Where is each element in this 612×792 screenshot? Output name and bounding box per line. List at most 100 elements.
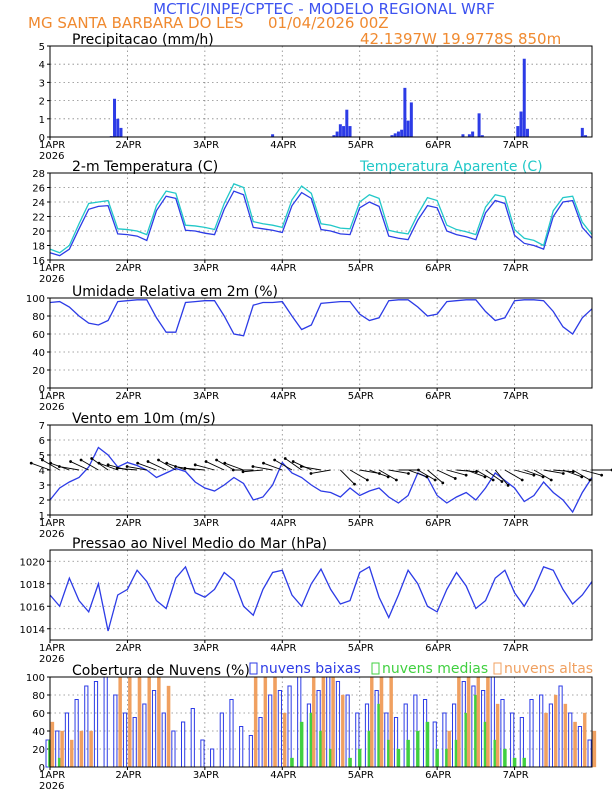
wind-direction-arrow [475,469,494,481]
precip-bar [461,134,465,137]
wind-arrow-head [407,472,410,475]
humidity-xtick-label: 2APR [115,391,141,402]
cloud-bar-orange [282,712,287,768]
precip-bar [338,124,342,137]
wind-direction-arrow [407,469,428,478]
wind-panel: 1 2 3 4 5 6 7 1APR 2APR 3APR 4APR 5APR 6APR 7APR 2026 V… [29,411,612,540]
precip-bar [477,113,481,137]
wind-direction-arrow [514,469,535,476]
humidity-xtick-label: 3APR [193,391,219,402]
wind-ytick-label: 7 [39,421,45,432]
precip-year-label: 2026 [39,151,64,162]
cloud-bar-blue [287,685,292,768]
apparent-temperature-legend: Temperatura Aparente (C) [359,159,543,175]
wind-arrow-head [106,463,110,467]
humidity-title: Umidade Relativa em 2m (%) [72,284,278,300]
coordinates-label: 42.1397W 19.9778S 850m [360,30,561,48]
wind-arrow-head [549,478,553,482]
pressure-frame [49,549,593,641]
forecast-title: MCTIC/INPE/CPTEC - MODELO REGIONAL WRF [153,0,495,18]
temperature-ytick-label: 26 [32,184,45,195]
cloud-bar-green [425,721,430,768]
wind-direction-arrow [340,469,355,485]
wind-direction-arrow [466,469,486,478]
cloud-bar-blue [548,703,553,768]
wind-arrow-head [291,460,295,463]
temperature-ytick-label: 18 [32,242,45,253]
humidity-xtick-label: 6APR [425,391,451,402]
precip-bar [580,127,584,137]
pressure-xtick-label: 1APR [39,643,65,654]
cloud-legend-swatch-green [371,662,380,675]
wind-arrow-head [262,461,265,465]
cloud-bar-blue [268,694,273,768]
precip-bar [406,120,410,137]
cloud-bar-orange [447,730,451,768]
temperature-title: 2-m Temperatura (C) [72,159,218,175]
wind-direction-arrow [195,464,215,471]
clouds-xtick-label: 2APR [115,770,141,781]
wind-direction-arrow [147,461,167,471]
wind-arrow-head [146,460,150,463]
wind-direction-arrow [562,469,582,478]
pressure-title: Pressao ao Nivel Medio do Mar (hPa) [72,536,327,552]
temperature-xtick-label: 2APR [115,263,141,274]
precip-xtick-label: 5APR [348,140,374,151]
precip-bar [271,134,275,137]
wind-arrow-head [506,483,510,487]
wind-direction-arrow [59,466,80,471]
cloud-bar-orange [370,676,374,768]
temperature-year-label: 2026 [39,274,64,285]
wind-direction-arrow [485,469,503,482]
wind-arrow-head [69,460,72,463]
wind-xtick-label: 7APR [503,518,529,529]
cloud-bar-orange [128,676,132,768]
wind-arrow-head [433,478,437,482]
wind-xtick-label: 3APR [193,518,219,529]
cloud-bar-green [435,748,439,768]
precip-xtick-label: 7APR [503,140,529,151]
pressure-ytick-label: 1014 [20,625,45,636]
cloud-bar-blue [132,717,137,768]
clouds-ytick-label: 60 [32,709,45,720]
wind-direction-arrow [553,469,574,473]
cloud-bar-orange [379,676,384,768]
pressure-xtick-label: 5APR [348,643,374,654]
precip-bar [522,58,526,137]
wind-arrow-head [453,477,457,480]
cloud-bar-blue [122,712,128,768]
precip-bar [348,126,352,137]
wind-arrow-head [251,465,255,468]
humidity-year-label: 2026 [39,402,64,413]
precip-ytick-label: 4 [39,60,45,71]
cloud-bar-orange [457,676,461,768]
cloud-bar-blue [568,712,573,768]
wind-arrow-head [183,466,187,470]
cloud-bar-orange [389,676,393,768]
clouds-frame [49,676,593,768]
temperature-frame [49,172,593,261]
clouds-ytick-label: 40 [32,727,45,738]
wind-direction-arrow [127,466,147,471]
wind-direction-arrow [263,462,283,471]
wind-direction-arrow [117,467,138,471]
temperature-xtick-label: 1APR [39,263,65,274]
pressure-year-label: 2026 [39,654,64,665]
cloud-bar-green [522,757,527,768]
clouds-year-label: 2026 [39,781,64,792]
precip-xtick-label: 3APR [193,140,219,151]
temperature-xtick-label: 3APR [193,263,219,274]
clouds-title: Cobertura de Nuvens (%) [72,663,250,679]
wind-arrow-head [491,478,495,482]
wind-direction-arrow [572,469,591,481]
precip-bar [116,118,120,137]
temperature-line-blue [49,190,593,257]
cloud-bar-blue [587,739,592,768]
cloud-bar-blue [161,712,166,768]
wind-direction-arrow [504,469,523,481]
wind-arrow-head [241,470,245,474]
cloud-bar-orange [563,703,568,768]
cloud-bar-blue [529,699,534,768]
